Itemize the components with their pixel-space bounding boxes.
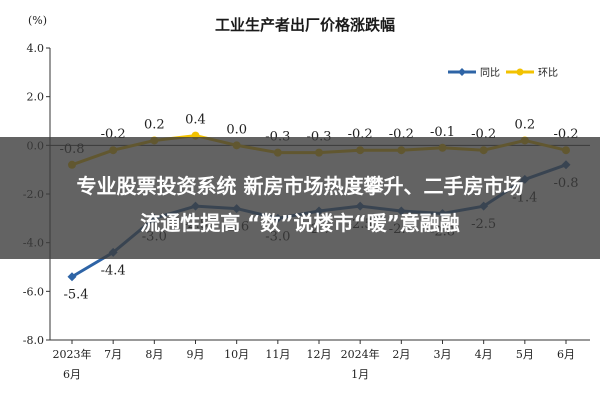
data-label: -0.1	[430, 125, 455, 140]
x-tick-label: 11月	[265, 348, 290, 361]
x-tick-label: 2024年	[341, 347, 380, 361]
x-tick-label: 4月	[475, 348, 493, 361]
headline-line-2: 流通性提高 “数”说楼市“暖”意融融	[140, 211, 460, 235]
data-label: 0.0	[226, 122, 247, 137]
data-label: -4.4	[101, 263, 126, 278]
y-tick-label: -8.0	[23, 334, 44, 347]
x-tick-label: 5月	[516, 348, 534, 361]
headline-line-1: 专业股票投资系统 新房市场热度攀升、二手房市场	[76, 174, 524, 198]
legend-marker	[458, 68, 466, 76]
x-tick-label: 3月	[434, 348, 452, 361]
x-tick-label: 9月	[187, 348, 205, 361]
x-tick-label: 2月	[392, 348, 410, 361]
chart-title: 工业生产者出厂价格涨跌幅	[215, 16, 395, 34]
x-tick-label: 1月	[351, 368, 369, 381]
legend-marker	[516, 68, 524, 76]
x-tick-label: 2023年	[53, 347, 92, 361]
x-tick-label: 7月	[104, 348, 122, 361]
y-tick-label: 2.0	[27, 91, 45, 104]
y-axis-unit: (%)	[28, 14, 47, 27]
data-label: 0.2	[144, 117, 165, 132]
data-label: -5.4	[63, 288, 88, 303]
x-tick-label: 6月	[63, 368, 81, 381]
data-point	[67, 272, 77, 282]
x-tick-label: 10月	[224, 348, 249, 361]
y-tick-label: 4.0	[27, 42, 45, 55]
legend: 同比 环比	[448, 67, 558, 79]
y-tick-label: -6.0	[23, 285, 44, 298]
legend-label-1: 环比	[538, 67, 558, 79]
headline-banner: 专业股票投资系统 新房市场热度攀升、二手房市场 流通性提高 “数”说楼市“暖”意…	[0, 137, 600, 259]
x-tick-labels: 2023年 6月 7月 8月 9月 10月 11月 12月 2024年 1月 2月 3月 4月 5月 6月	[53, 340, 575, 381]
data-label: 0.4	[185, 113, 206, 128]
x-tick-label: 6月	[557, 348, 575, 361]
x-tick-label: 12月	[307, 348, 332, 361]
data-label: 0.2	[514, 117, 535, 132]
x-tick-label: 8月	[145, 348, 163, 361]
legend-label-0: 同比	[480, 67, 500, 79]
